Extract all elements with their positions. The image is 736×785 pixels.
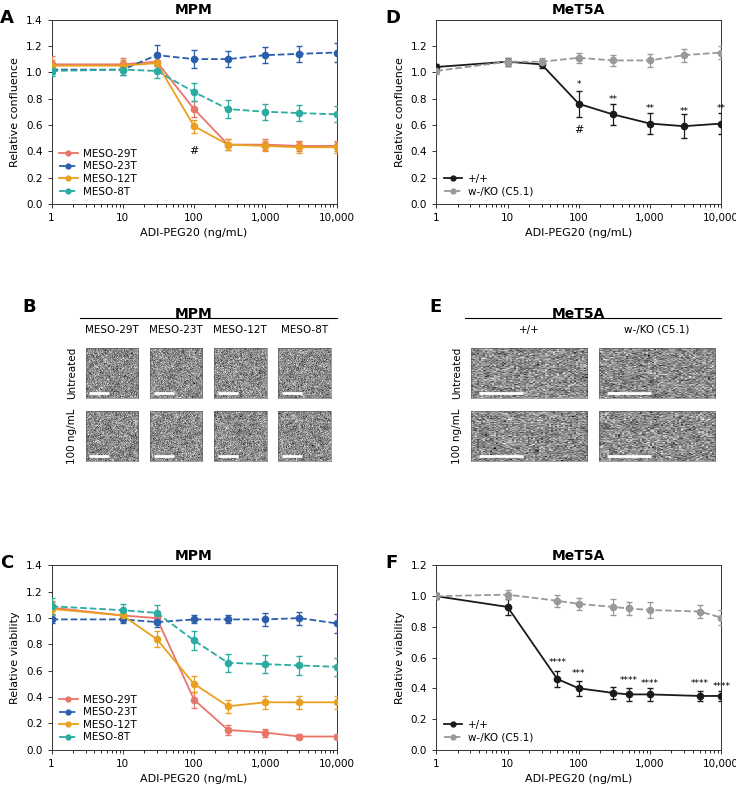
Text: **: ** [645,104,654,113]
Text: #: # [189,146,199,156]
Text: **: ** [608,95,618,104]
Text: ****: **** [712,682,730,692]
X-axis label: ADI-PEG20 (ng/mL): ADI-PEG20 (ng/mL) [526,774,632,784]
Text: *: * [576,80,581,89]
Text: MESO-12T: MESO-12T [213,325,267,335]
Y-axis label: Relative viability: Relative viability [10,612,21,704]
Text: 100 ng/mL: 100 ng/mL [67,408,77,464]
Text: E: E [429,298,441,316]
X-axis label: ADI-PEG20 (ng/mL): ADI-PEG20 (ng/mL) [141,228,247,239]
Y-axis label: Relative viability: Relative viability [395,612,405,704]
Text: MESO-29T: MESO-29T [85,325,139,335]
Title: MeT5A: MeT5A [552,3,606,17]
Text: 100 ng/mL: 100 ng/mL [452,408,462,464]
X-axis label: ADI-PEG20 (ng/mL): ADI-PEG20 (ng/mL) [526,228,632,239]
Text: Untreated: Untreated [67,347,77,399]
Title: MeT5A: MeT5A [552,549,606,563]
Text: #: # [574,125,584,135]
Legend: +/+, w-/KO (C5.1): +/+, w-/KO (C5.1) [442,172,535,199]
Text: MESO-8T: MESO-8T [281,325,328,335]
Text: D: D [385,9,400,27]
Title: MPM: MPM [175,3,213,17]
Text: MPM: MPM [175,307,213,321]
Text: **: ** [717,104,726,113]
Text: ***: *** [572,669,586,677]
Text: MESO-23T: MESO-23T [149,325,203,335]
Text: +/+: +/+ [519,325,539,335]
Y-axis label: Relative confluence: Relative confluence [395,57,405,166]
Text: Untreated: Untreated [452,347,462,399]
Text: ****: **** [691,679,709,688]
Text: ****: **** [620,676,637,685]
Text: ****: **** [641,679,659,688]
Legend: +/+, w-/KO (C5.1): +/+, w-/KO (C5.1) [442,717,535,744]
Legend: MESO-29T, MESO-23T, MESO-12T, MESO-8T: MESO-29T, MESO-23T, MESO-12T, MESO-8T [57,147,138,199]
Text: F: F [385,554,397,572]
Text: w-/KO (C5.1): w-/KO (C5.1) [624,325,690,335]
Legend: MESO-29T, MESO-23T, MESO-12T, MESO-8T: MESO-29T, MESO-23T, MESO-12T, MESO-8T [57,692,138,744]
Text: **: ** [679,107,688,115]
Title: MPM: MPM [175,549,213,563]
Text: MeT5A: MeT5A [552,307,606,321]
X-axis label: ADI-PEG20 (ng/mL): ADI-PEG20 (ng/mL) [141,774,247,784]
Text: C: C [0,554,13,572]
Y-axis label: Relative confluence: Relative confluence [10,57,21,166]
Text: A: A [0,9,14,27]
Text: B: B [22,298,36,316]
Text: ****: **** [548,658,566,666]
